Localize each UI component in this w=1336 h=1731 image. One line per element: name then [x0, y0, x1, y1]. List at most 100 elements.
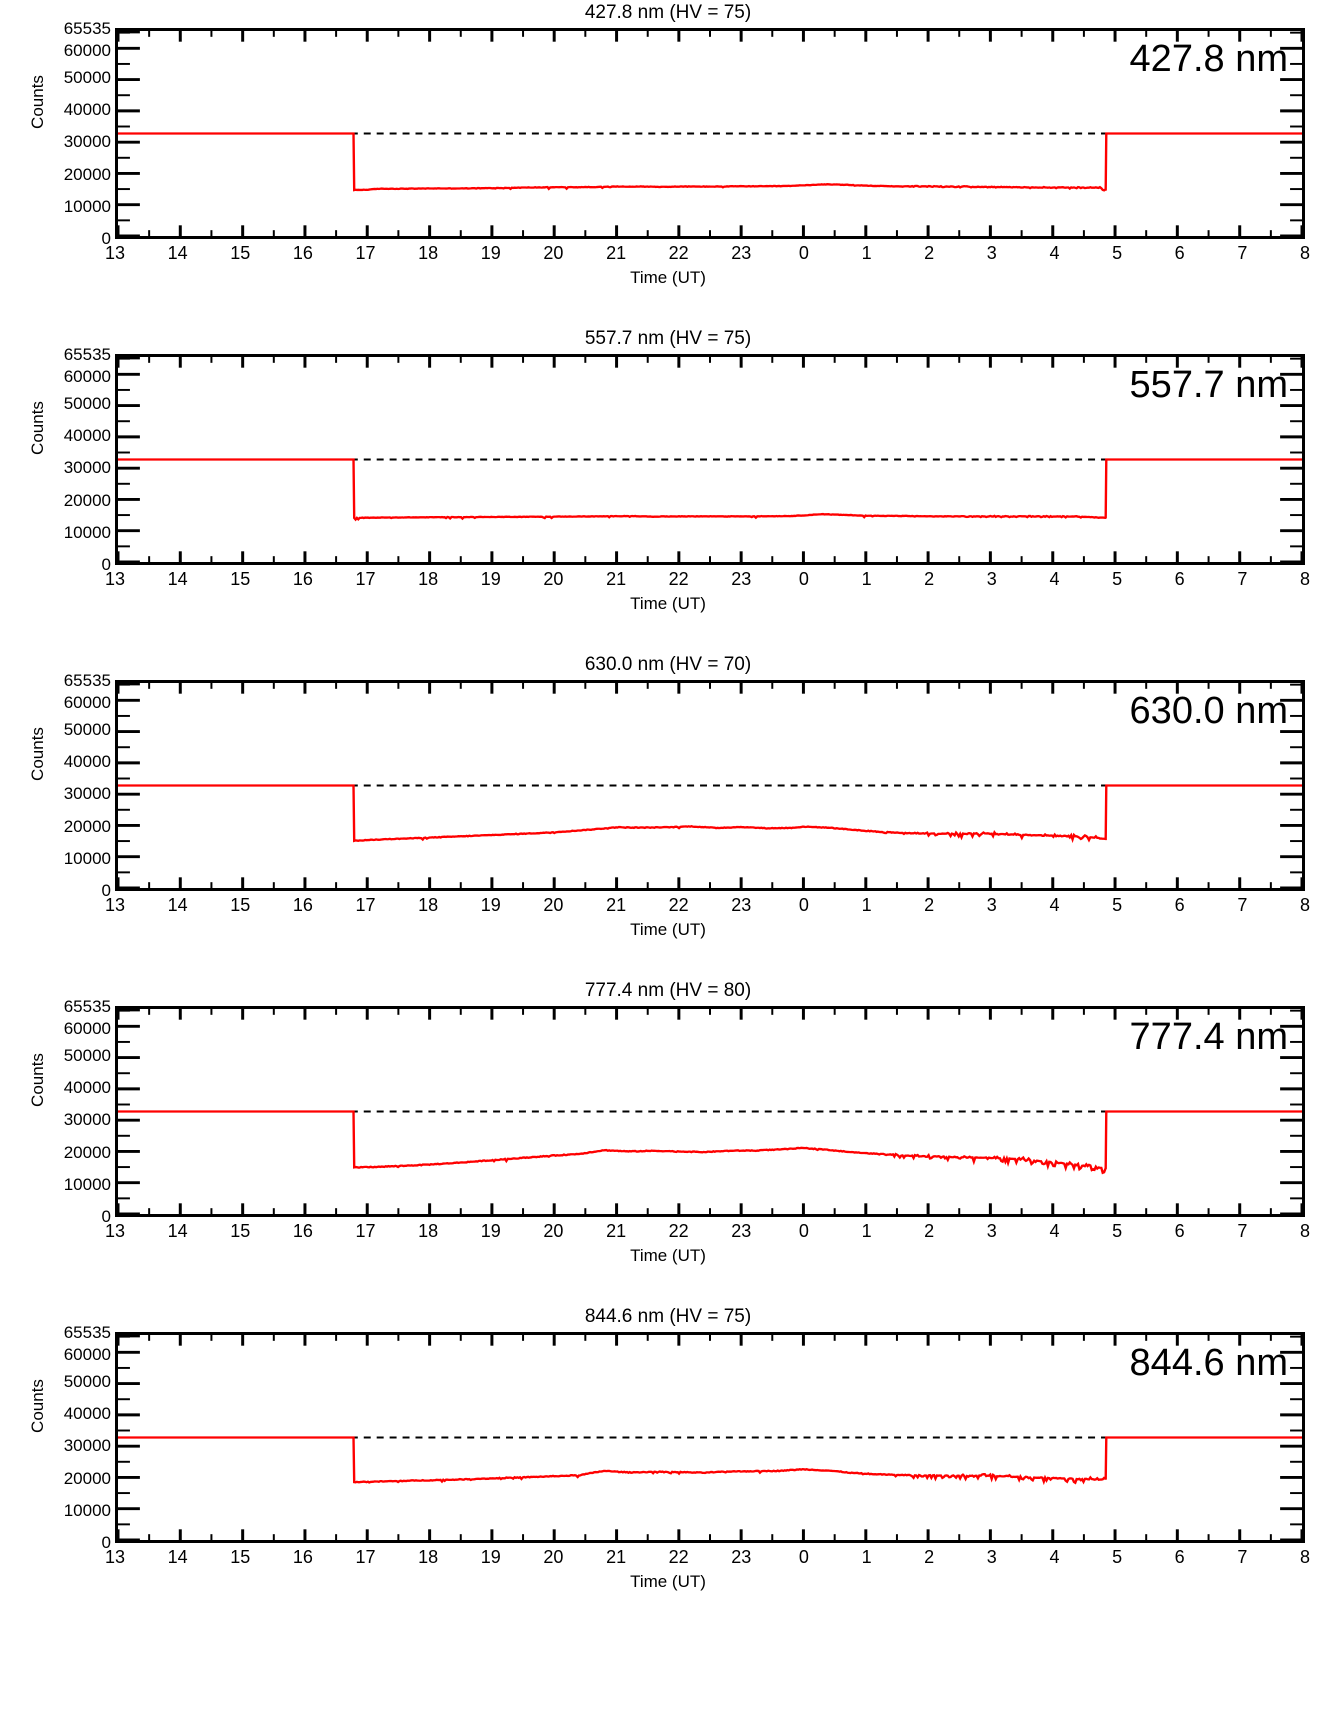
y-tick-label: 60000	[63, 1344, 111, 1364]
x-axis-label: Time (UT)	[630, 1246, 706, 1265]
chart-panel-3: 630.0 nm (HV = 70) Counts 0 10000 20000 30000…	[0, 652, 1336, 978]
x-tick-label: 13	[104, 569, 126, 589]
x-tick-label: 18	[418, 895, 439, 915]
y-tick-label: 20000	[63, 164, 111, 184]
y-tick-label: 65535	[63, 345, 111, 364]
x-tick-label: 3	[986, 569, 997, 589]
x-tick-label: 16	[292, 895, 313, 915]
x-tick-label: 7	[1237, 895, 1248, 915]
y-tick-label: 65535	[63, 671, 111, 690]
x-tick-label: 14	[167, 243, 188, 263]
x-tick-label: 7	[1237, 1221, 1248, 1241]
x-tick-label: 6	[1174, 895, 1185, 915]
x-tick-label: 1	[861, 895, 872, 915]
x-tick-label: 15	[230, 243, 251, 263]
x-tick-label: 8	[1299, 1547, 1311, 1567]
y-tick-label: 60000	[63, 692, 111, 712]
x-tick-label: 20	[543, 1221, 564, 1241]
x-tick-label: 0	[798, 1547, 809, 1567]
wavelength-annotation: 427.8 nm	[1129, 38, 1288, 80]
y-tick-label: 50000	[63, 68, 111, 87]
plot-box: 844.6 nm	[115, 1332, 1305, 1543]
x-axis-label: Time (UT)	[630, 594, 706, 613]
x-tick-label: 13	[104, 1547, 126, 1567]
x-tick-label: 4	[1049, 1547, 1060, 1567]
x-tick-label: 17	[355, 895, 376, 915]
x-tick-label: 23	[731, 569, 752, 589]
chart-panel-5: 844.6 nm (HV = 75) Counts 0 10000 20000 30000…	[0, 1304, 1336, 1709]
y-tick-label: 30000	[63, 784, 111, 804]
x-tick-label: 6	[1174, 1221, 1185, 1241]
plot-canvas	[118, 357, 1302, 562]
x-tick-label: 3	[986, 1547, 997, 1567]
x-tick-label: 23	[731, 1547, 752, 1567]
x-tick-label: 13	[104, 1221, 126, 1241]
y-tick-label: 0	[101, 555, 111, 574]
x-tick-label: 7	[1237, 569, 1248, 589]
chart-panel-4: 777.4 nm (HV = 80) Counts 0 10000 20000 30000…	[0, 978, 1336, 1304]
x-tick-label: 20	[543, 243, 564, 263]
x-tick-label: 4	[1049, 1221, 1060, 1241]
x-tick-label: 4	[1049, 895, 1060, 915]
x-tick-labels: 13 14 15 16 17 18 19 20 21 22 23 0 1 2 3 4 5 6 7 8	[105, 895, 1310, 921]
y-tick-label: 65535	[63, 997, 111, 1016]
x-axis-label: Time (UT)	[630, 268, 706, 287]
x-tick-label: 8	[1299, 569, 1311, 589]
x-tick-label: 16	[292, 1547, 313, 1567]
x-tick-label: 5	[1112, 243, 1123, 263]
y-tick-label: 0	[101, 1533, 111, 1552]
x-tick-label: 19	[480, 243, 501, 263]
panel-title: 630.0 nm (HV = 70)	[584, 654, 752, 675]
x-tick-label: 19	[480, 895, 501, 915]
y-tick-label: 10000	[63, 522, 111, 542]
x-tick-label: 20	[543, 1547, 564, 1567]
y-axis-label: Counts	[28, 1053, 47, 1107]
x-tick-label: 4	[1049, 243, 1060, 263]
y-tick-label: 50000	[63, 1372, 111, 1391]
x-tick-label: 22	[668, 243, 689, 263]
x-tick-label: 23	[731, 243, 752, 263]
panel-title: 844.6 nm (HV = 75)	[584, 1306, 752, 1327]
panel-title: 557.7 nm (HV = 75)	[584, 328, 752, 349]
x-tick-labels: 13 14 15 16 17 18 19 20 21 22 23 0 1 2 3 4 5 6 7 8	[105, 569, 1310, 595]
x-tick-label: 2	[924, 1547, 935, 1567]
y-tick-label: 10000	[63, 848, 111, 868]
x-tick-label: 8	[1299, 895, 1311, 915]
x-tick-label: 8	[1299, 243, 1311, 263]
x-tick-label: 3	[986, 243, 997, 263]
x-tick-label: 16	[292, 243, 313, 263]
panel-title: 427.8 nm (HV = 75)	[584, 2, 752, 23]
plot-canvas	[118, 1009, 1302, 1214]
wavelength-annotation: 630.0 nm	[1129, 690, 1288, 732]
plot-canvas	[118, 1335, 1302, 1540]
y-tick-label: 50000	[63, 720, 111, 739]
y-tick-label: 20000	[63, 490, 111, 510]
x-tick-label: 21	[606, 569, 627, 589]
x-tick-label: 6	[1174, 243, 1185, 263]
x-tick-labels: 13 14 15 16 17 18 19 20 21 22 23 0 1 2 3 4 5 6 7 8	[105, 1547, 1310, 1573]
x-axis-label: Time (UT)	[630, 1572, 706, 1591]
x-tick-label: 7	[1237, 243, 1248, 263]
x-tick-label: 15	[230, 1547, 251, 1567]
x-tick-label: 14	[167, 569, 188, 589]
x-tick-label: 23	[731, 1221, 752, 1241]
y-axis-label: Counts	[28, 401, 47, 455]
x-tick-label: 17	[355, 569, 376, 589]
x-tick-label: 6	[1174, 569, 1185, 589]
y-tick-label: 20000	[63, 816, 111, 836]
y-tick-label: 10000	[63, 1500, 111, 1520]
y-axis-label: Counts	[28, 727, 47, 781]
x-tick-label: 3	[986, 1221, 997, 1241]
plot-canvas	[118, 683, 1302, 888]
x-tick-label: 0	[798, 569, 809, 589]
x-tick-label: 1	[861, 1221, 872, 1241]
plot-box: 777.4 nm	[115, 1006, 1305, 1217]
y-axis-label: Counts	[28, 75, 47, 129]
y-tick-label: 60000	[63, 366, 111, 386]
x-tick-label: 7	[1237, 1547, 1248, 1567]
y-tick-label: 60000	[63, 1018, 111, 1038]
x-tick-label: 18	[418, 243, 439, 263]
x-tick-label: 2	[924, 895, 935, 915]
x-tick-label: 22	[668, 895, 689, 915]
x-tick-label: 16	[292, 1221, 313, 1241]
